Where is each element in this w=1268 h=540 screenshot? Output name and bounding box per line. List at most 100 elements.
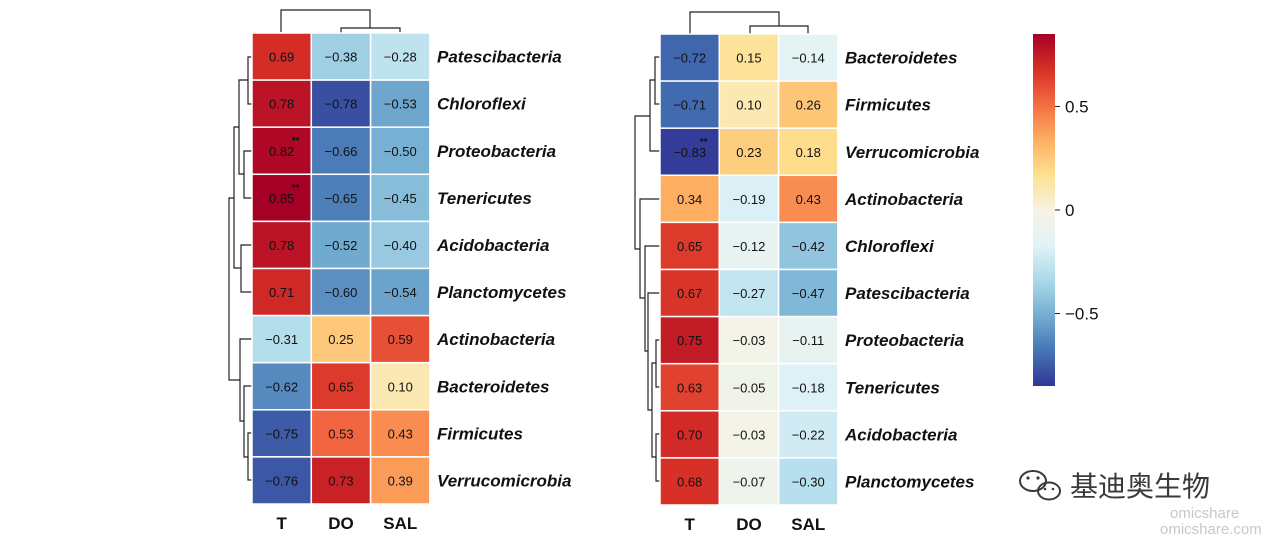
column-label: T — [276, 514, 287, 533]
cell-value-label: −0.60 — [324, 285, 357, 300]
heatmap-cell — [659, 315, 721, 365]
column-dendrogram — [689, 11, 809, 34]
row-label: Actinobacteria — [844, 190, 963, 209]
cell-value-label: 0.63 — [677, 380, 702, 395]
heatmap-cell — [369, 314, 431, 364]
cell-value-label: −0.71 — [673, 98, 706, 113]
heatmap-cell — [659, 174, 721, 224]
cell-value-label: −0.38 — [324, 50, 357, 65]
cell-value-label: −0.45 — [384, 191, 417, 206]
heatmap-cell — [251, 79, 313, 128]
cell-value-label: 0.43 — [388, 426, 413, 441]
heatmap-cell — [718, 457, 780, 506]
cell-value-label: −0.42 — [792, 239, 825, 254]
cell-value-label: −0.50 — [384, 144, 417, 159]
cell-value-label: 0.43 — [796, 192, 821, 207]
heatmap-cell — [659, 410, 721, 459]
cell-value-label: 0.78 — [269, 238, 294, 253]
cell-value-label: 0.78 — [269, 97, 294, 112]
row-label: Tenericutes — [437, 189, 532, 208]
row-label: Patescibacteria — [437, 48, 562, 67]
row-label: Tenericutes — [845, 378, 940, 397]
colorbar-tick-label: 0.5 — [1065, 97, 1089, 116]
cell-value-label: −0.40 — [384, 238, 417, 253]
colorbar: 0.5 0 −0.5 — [1033, 34, 1099, 386]
cell-value-label: 0.18 — [796, 145, 821, 160]
heatmap-cell — [369, 267, 431, 317]
heatmap-cell — [718, 221, 780, 271]
column-label: DO — [328, 514, 354, 533]
column-labels: T DO SAL — [684, 515, 825, 534]
heatmap-cell — [659, 362, 721, 412]
cell-value-label: −0.14 — [792, 51, 825, 66]
heatmap-cell — [718, 174, 780, 224]
watermark-site: omicshare.com — [1160, 521, 1262, 538]
heatmap-cell — [718, 80, 780, 129]
cell-value-label: −0.30 — [792, 474, 825, 489]
heatmap-panel-right: −0.72 0.15 −0.14 −0.71 0.10 0.26 −0.83** 0.23 0.… — [634, 11, 979, 534]
cell-value-label: −0.83 — [673, 145, 706, 160]
colorbar-tick-label: −0.5 — [1065, 305, 1099, 324]
cell-value-label: −0.22 — [792, 427, 825, 442]
row-label: Planctomycetes — [437, 283, 566, 302]
row-label: Patescibacteria — [845, 284, 970, 303]
cell-value-label: −0.03 — [732, 333, 765, 348]
cell-value-label: 0.73 — [328, 473, 353, 488]
cell-value-label: 0.71 — [269, 285, 294, 300]
cell-value-label: 0.26 — [796, 98, 821, 113]
heatmap-cells: 0.69 −0.38 −0.280.78 −0.78 −0.530.82**−0.66−… — [251, 32, 431, 505]
heatmap-cells: −0.72 0.15 −0.14 −0.71 0.10 0.26 −0.83** 0.23 0.… — [659, 33, 839, 506]
heatmap-cell — [777, 268, 839, 318]
heatmap-cell — [659, 33, 721, 82]
row-label: Proteobacteria — [845, 331, 964, 350]
watermark-brand-cn: 基迪奥生物 — [1070, 470, 1210, 503]
row-labels: Patescibacteria Chloroflexi Proteobacteria… — [436, 48, 571, 491]
heatmap-cell — [718, 410, 780, 459]
row-label: Bacteroidetes — [845, 49, 957, 68]
column-label: DO — [736, 515, 762, 534]
heatmap-cell — [310, 220, 372, 270]
cell-value-label: −0.52 — [324, 238, 357, 253]
heatmap-cell — [777, 221, 839, 271]
cell-value-label: 0.39 — [388, 473, 413, 488]
heatmap-cell — [659, 268, 721, 318]
cell-value-label: 0.68 — [677, 474, 702, 489]
cell-value-label: −0.66 — [324, 144, 357, 159]
cell-value-label: 0.23 — [736, 145, 761, 160]
heatmap-cell — [369, 32, 431, 81]
heatmap-cell — [310, 173, 372, 223]
heatmap-cell — [777, 362, 839, 412]
cell-value-label: 0.75 — [677, 333, 702, 348]
row-label: Acidobacteria — [844, 425, 957, 444]
row-label: Proteobacteria — [437, 142, 556, 161]
heatmap-cell — [718, 315, 780, 365]
column-label: SAL — [791, 515, 825, 534]
cell-value-label: −0.27 — [732, 286, 765, 301]
cell-value-label: 0.65 — [328, 379, 353, 394]
heatmap-cell — [369, 456, 431, 505]
row-label: Firmicutes — [437, 424, 523, 443]
heatmap-cell — [777, 127, 839, 177]
cell-value-label: −0.75 — [265, 426, 298, 441]
heatmap-cell — [777, 33, 839, 82]
row-dendrogram — [634, 56, 660, 482]
heatmap-cell — [369, 361, 431, 411]
column-label: SAL — [383, 514, 417, 533]
heatmap-cell — [310, 267, 372, 317]
cell-value-label: 0.59 — [388, 332, 413, 347]
cell-value-label: −0.12 — [732, 239, 765, 254]
wechat-icon — [1019, 470, 1061, 501]
significance-stars: ** — [700, 137, 708, 148]
cell-value-label: 0.25 — [328, 332, 353, 347]
cell-value-label: 0.34 — [677, 192, 702, 207]
row-labels: Bacteroidetes Firmicutes Verrucomicrobia Ac… — [844, 49, 979, 492]
cell-value-label: 0.10 — [388, 379, 413, 394]
cell-value-label: −0.07 — [732, 474, 765, 489]
row-label: Bacteroidetes — [437, 377, 549, 396]
cell-value-label: −0.65 — [324, 191, 357, 206]
row-label: Chloroflexi — [845, 237, 935, 256]
heatmap-cell — [310, 361, 372, 411]
cell-value-label: 0.15 — [736, 51, 761, 66]
heatmap-cell — [251, 126, 313, 176]
